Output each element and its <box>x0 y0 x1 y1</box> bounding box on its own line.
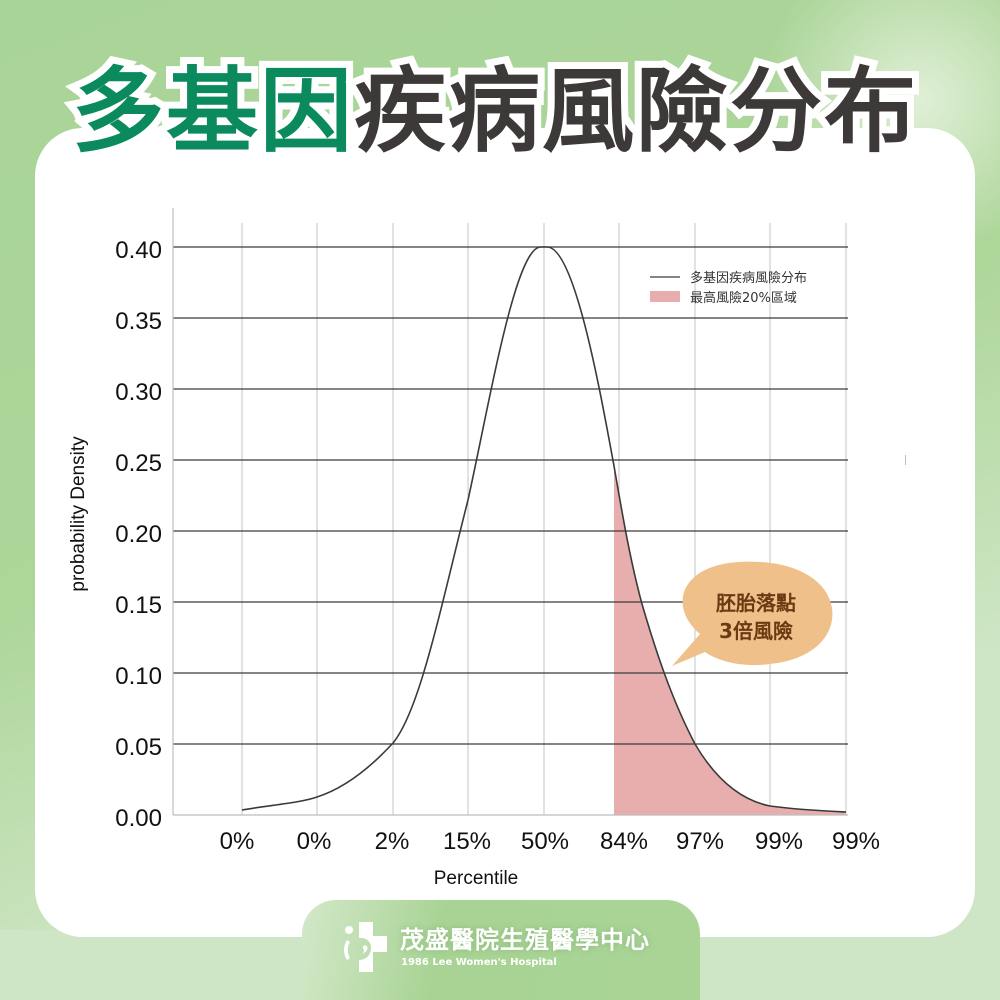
x-tick: 15% <box>443 828 491 855</box>
title-highlight: 多基因 <box>65 51 359 172</box>
callout-line-2: 3倍風險 <box>719 619 793 643</box>
x-tick: 97% <box>676 828 724 855</box>
brand-name: 茂盛醫院生殖醫學中心 <box>400 926 650 954</box>
page-title: 多基因疾病風險分布 <box>65 51 923 172</box>
y-tick: 0.00 <box>115 805 162 832</box>
x-tick: 0% <box>220 828 255 855</box>
y-tick: 0.25 <box>115 450 162 477</box>
legend-line-label: 多基因疾病風險分布 <box>690 270 807 286</box>
x-tick: 99% <box>832 828 880 855</box>
brand-subtitle: 1986 Lee Women's Hospital <box>401 957 557 968</box>
high-risk-shaded-area <box>614 466 846 815</box>
x-tick: 99% <box>755 828 803 855</box>
x-tick: 2% <box>375 828 410 855</box>
footer-brand-tab <box>302 900 700 1000</box>
speech-bubble-shape <box>672 561 833 666</box>
callout-line-1: 胚胎落點 <box>716 591 796 615</box>
legend-area-label: 最高風險20%區域 <box>690 290 797 306</box>
legend-area-swatch <box>650 291 680 302</box>
y-axis-title: probability Density <box>68 436 89 592</box>
x-tick: 50% <box>521 828 569 855</box>
horizontal-gridlines <box>173 246 848 745</box>
vertical-gridlines <box>241 223 847 815</box>
title-main: 疾病風險分布 <box>347 51 923 172</box>
x-tick-labels: 0% 0% 2% 15% 50% 84% 97% 99% 99% <box>220 828 880 855</box>
density-curve <box>241 246 847 813</box>
stray-tick-mark <box>905 455 906 465</box>
legend: 多基因疾病風險分布 最高風險20%區域 <box>650 270 807 306</box>
hospital-cross-logo-icon <box>344 922 387 972</box>
y-tick: 0.10 <box>115 663 162 690</box>
y-tick: 0.20 <box>115 521 162 548</box>
y-tick: 0.15 <box>115 592 162 619</box>
y-tick: 0.30 <box>115 379 162 406</box>
y-tick: 0.05 <box>115 734 162 761</box>
chart-card <box>35 128 975 937</box>
y-tick: 0.40 <box>115 237 162 264</box>
y-tick: 0.35 <box>115 308 162 335</box>
x-axis-title: Percentile <box>434 868 519 889</box>
x-tick: 0% <box>297 828 332 855</box>
x-tick: 84% <box>600 828 648 855</box>
callout-bubble: 胚胎落點 3倍風險 <box>672 561 833 666</box>
y-tick-labels: 0.00 0.05 0.10 0.15 0.20 0.25 0.30 0.35 … <box>115 237 162 832</box>
